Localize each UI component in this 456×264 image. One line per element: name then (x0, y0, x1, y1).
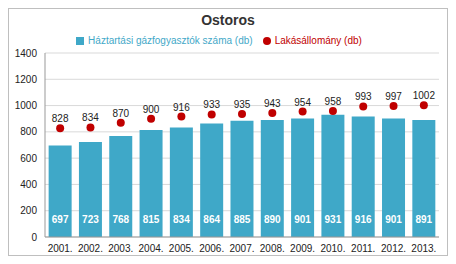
svg-text:870: 870 (112, 108, 129, 119)
svg-text:935: 935 (234, 99, 251, 110)
svg-text:815: 815 (143, 214, 160, 225)
svg-text:2006.: 2006. (199, 243, 224, 254)
svg-text:768: 768 (112, 214, 129, 225)
svg-text:834: 834 (173, 214, 190, 225)
svg-text:834: 834 (82, 112, 99, 123)
svg-text:400: 400 (20, 179, 37, 190)
svg-text:800: 800 (20, 126, 37, 137)
svg-text:891: 891 (415, 214, 432, 225)
svg-text:697: 697 (52, 214, 69, 225)
svg-text:2004.: 2004. (139, 243, 164, 254)
svg-text:993: 993 (355, 91, 372, 102)
svg-text:723: 723 (82, 214, 99, 225)
svg-text:864: 864 (203, 214, 220, 225)
svg-text:900: 900 (143, 104, 160, 115)
svg-text:885: 885 (234, 214, 251, 225)
svg-text:901: 901 (294, 214, 311, 225)
svg-text:0: 0 (31, 232, 37, 243)
html-text:Háztartási gázfogyasztók száma: Háztartási gázfogyasztók száma (db) (88, 35, 253, 46)
svg-text:1000: 1000 (15, 100, 38, 111)
svg-text:200: 200 (20, 205, 37, 216)
svg-text:2012.: 2012. (381, 243, 406, 254)
svg-text:2013.: 2013. (411, 243, 436, 254)
svg-text:2008.: 2008. (260, 243, 285, 254)
svg-text:2001.: 2001. (48, 243, 73, 254)
html-text:Ostoros: Ostoros (201, 12, 255, 28)
svg-text:901: 901 (385, 214, 402, 225)
svg-text:2002.: 2002. (78, 243, 103, 254)
svg-text:2010.: 2010. (320, 243, 345, 254)
svg-text:1400: 1400 (15, 48, 38, 59)
svg-text:933: 933 (203, 99, 220, 110)
html-text:Lakásállomány (db): Lakásállomány (db) (274, 35, 362, 46)
svg-text:2011.: 2011. (351, 243, 375, 254)
svg-text:2009.: 2009. (290, 243, 315, 254)
svg-text:943: 943 (264, 98, 281, 109)
svg-text:2007.: 2007. (229, 243, 254, 254)
svg-text:2005.: 2005. (169, 243, 194, 254)
svg-text:890: 890 (264, 214, 281, 225)
svg-text:600: 600 (20, 153, 37, 164)
svg-text:1200: 1200 (15, 74, 38, 85)
svg-text:954: 954 (294, 97, 311, 108)
svg-text:1002: 1002 (413, 90, 436, 101)
svg-text:958: 958 (325, 96, 342, 107)
svg-text:997: 997 (385, 91, 402, 102)
svg-text:916: 916 (173, 102, 190, 113)
svg-text:931: 931 (325, 214, 342, 225)
svg-text:2003.: 2003. (108, 243, 133, 254)
svg-text:828: 828 (52, 113, 69, 124)
svg-text:916: 916 (355, 214, 372, 225)
